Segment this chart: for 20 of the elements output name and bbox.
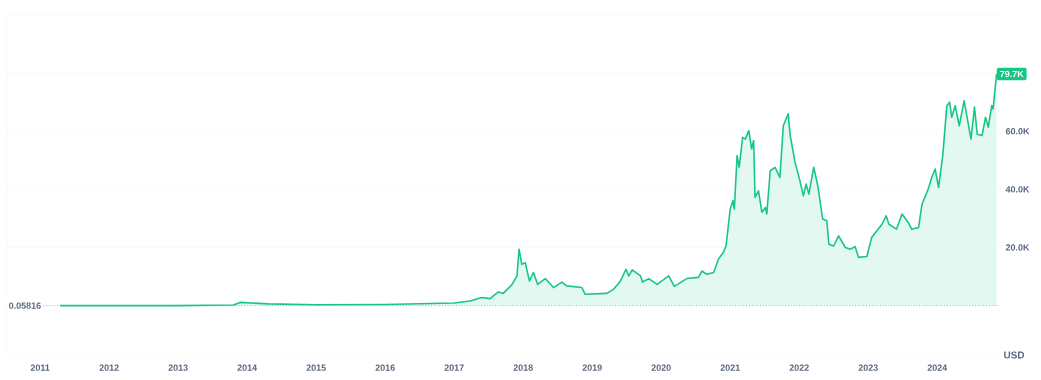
ref-line-label: 0.05816 <box>9 302 41 309</box>
x-tick-label: 2011 <box>30 364 50 371</box>
annotation: 79.7K <box>1000 70 1024 78</box>
y-tick-label: 40.0K <box>1005 186 1030 193</box>
x-tick-label: 2023 <box>858 364 878 371</box>
x-tick-label: 2016 <box>375 364 395 371</box>
x-tick-label: 2019 <box>582 364 602 371</box>
x-tick-label: 2017 <box>444 364 464 371</box>
y-tick-label: 60.0K <box>1005 128 1030 135</box>
x-tick-label: 2015 <box>306 364 326 371</box>
x-tick-label: 2021 <box>720 364 740 371</box>
y-tick-label: 20.0K <box>1005 244 1030 251</box>
y-axis-title: USD <box>1004 351 1025 359</box>
x-tick-label: 2022 <box>789 364 809 371</box>
x-tick-label: 2024 <box>927 364 948 371</box>
x-tick-label: 2013 <box>168 364 188 371</box>
x-tick-label: 2012 <box>99 364 119 371</box>
x-tick-label: 2014 <box>237 364 258 371</box>
x-tick-label: 2018 <box>513 364 533 371</box>
x-tick-label: 2020 <box>651 364 671 371</box>
